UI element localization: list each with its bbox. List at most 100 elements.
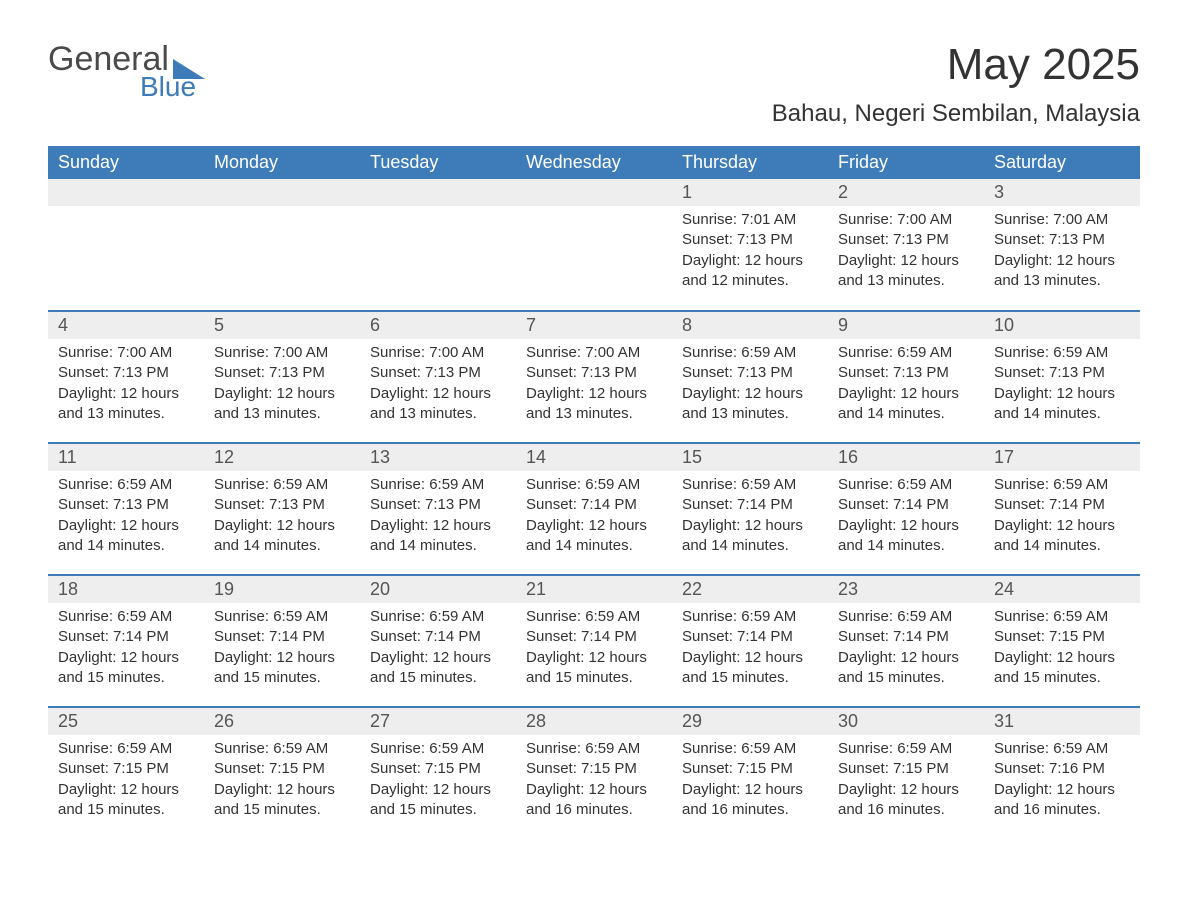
daylight-text: Daylight: 12 hours and 16 minutes. — [994, 780, 1130, 821]
sunrise-text: Sunrise: 6:59 AM — [838, 343, 974, 363]
calendar-cell: 17Sunrise: 6:59 AMSunset: 7:14 PMDayligh… — [984, 443, 1140, 575]
daylight-text: Daylight: 12 hours and 14 minutes. — [214, 516, 350, 557]
sunrise-text: Sunrise: 7:00 AM — [526, 343, 662, 363]
sunrise-text: Sunrise: 6:59 AM — [682, 343, 818, 363]
day-number: 31 — [984, 708, 1140, 735]
sunset-text: Sunset: 7:13 PM — [58, 363, 194, 383]
day-details: Sunrise: 6:59 AMSunset: 7:15 PMDaylight:… — [516, 735, 672, 828]
sunset-text: Sunset: 7:15 PM — [994, 627, 1130, 647]
calendar-cell: 15Sunrise: 6:59 AMSunset: 7:14 PMDayligh… — [672, 443, 828, 575]
sunset-text: Sunset: 7:13 PM — [994, 363, 1130, 383]
daylight-text: Daylight: 12 hours and 13 minutes. — [58, 384, 194, 425]
sunrise-text: Sunrise: 6:59 AM — [682, 475, 818, 495]
sunrise-text: Sunrise: 7:00 AM — [58, 343, 194, 363]
calendar-table: SundayMondayTuesdayWednesdayThursdayFrid… — [48, 146, 1140, 839]
day-details: Sunrise: 6:59 AMSunset: 7:14 PMDaylight:… — [672, 471, 828, 564]
sunrise-text: Sunrise: 6:59 AM — [58, 607, 194, 627]
day-details: Sunrise: 6:59 AMSunset: 7:14 PMDaylight:… — [360, 603, 516, 696]
day-number: 26 — [204, 708, 360, 735]
calendar-cell: 6Sunrise: 7:00 AMSunset: 7:13 PMDaylight… — [360, 311, 516, 443]
day-number — [360, 179, 516, 206]
day-number: 23 — [828, 576, 984, 603]
sunrise-text: Sunrise: 6:59 AM — [58, 475, 194, 495]
calendar-cell: 10Sunrise: 6:59 AMSunset: 7:13 PMDayligh… — [984, 311, 1140, 443]
sunrise-text: Sunrise: 7:00 AM — [994, 210, 1130, 230]
daylight-text: Daylight: 12 hours and 15 minutes. — [58, 648, 194, 689]
sunrise-text: Sunrise: 6:59 AM — [370, 475, 506, 495]
calendar-cell — [516, 179, 672, 311]
sunrise-text: Sunrise: 7:00 AM — [214, 343, 350, 363]
day-number: 5 — [204, 312, 360, 339]
weekday-header: Monday — [204, 146, 360, 179]
sunrise-text: Sunrise: 6:59 AM — [682, 739, 818, 759]
calendar-cell: 2Sunrise: 7:00 AMSunset: 7:13 PMDaylight… — [828, 179, 984, 311]
calendar-cell: 1Sunrise: 7:01 AMSunset: 7:13 PMDaylight… — [672, 179, 828, 311]
sunrise-text: Sunrise: 6:59 AM — [994, 475, 1130, 495]
day-number: 27 — [360, 708, 516, 735]
day-details: Sunrise: 6:59 AMSunset: 7:13 PMDaylight:… — [48, 471, 204, 564]
day-details: Sunrise: 6:59 AMSunset: 7:14 PMDaylight:… — [516, 603, 672, 696]
calendar-cell: 9 Sunrise: 6:59 AMSunset: 7:13 PMDaylight… — [828, 311, 984, 443]
day-details: Sunrise: 7:00 AMSunset: 7:13 PMDaylight:… — [828, 206, 984, 299]
day-number: 30 — [828, 708, 984, 735]
sunset-text: Sunset: 7:15 PM — [58, 759, 194, 779]
calendar-cell: 27Sunrise: 6:59 AMSunset: 7:15 PMDayligh… — [360, 707, 516, 839]
calendar-row: 18Sunrise: 6:59 AMSunset: 7:14 PMDayligh… — [48, 575, 1140, 707]
day-number: 8 — [672, 312, 828, 339]
calendar-cell: 13Sunrise: 6:59 AMSunset: 7:13 PMDayligh… — [360, 443, 516, 575]
day-details: Sunrise: 6:59 AMSunset: 7:13 PMDaylight:… — [360, 471, 516, 564]
daylight-text: Daylight: 12 hours and 12 minutes. — [682, 251, 818, 292]
logo: General Blue — [48, 40, 205, 103]
day-details: Sunrise: 6:59 AMSunset: 7:16 PMDaylight:… — [984, 735, 1140, 828]
sunset-text: Sunset: 7:13 PM — [58, 495, 194, 515]
sunset-text: Sunset: 7:14 PM — [838, 495, 974, 515]
day-number: 24 — [984, 576, 1140, 603]
day-details: Sunrise: 7:00 AMSunset: 7:13 PMDaylight:… — [48, 339, 204, 432]
day-number — [516, 179, 672, 206]
daylight-text: Daylight: 12 hours and 14 minutes. — [682, 516, 818, 557]
day-number: 18 — [48, 576, 204, 603]
sunset-text: Sunset: 7:14 PM — [526, 495, 662, 515]
day-details: Sunrise: 6:59 AMSunset: 7:15 PMDaylight:… — [204, 735, 360, 828]
daylight-text: Daylight: 12 hours and 13 minutes. — [682, 384, 818, 425]
day-number: 10 — [984, 312, 1140, 339]
calendar-cell: 29Sunrise: 6:59 AMSunset: 7:15 PMDayligh… — [672, 707, 828, 839]
calendar-cell: 18Sunrise: 6:59 AMSunset: 7:14 PMDayligh… — [48, 575, 204, 707]
daylight-text: Daylight: 12 hours and 14 minutes. — [838, 384, 974, 425]
day-number: 20 — [360, 576, 516, 603]
calendar-cell — [48, 179, 204, 311]
day-number: 6 — [360, 312, 516, 339]
calendar-cell: 12Sunrise: 6:59 AMSunset: 7:13 PMDayligh… — [204, 443, 360, 575]
sunrise-text: Sunrise: 6:59 AM — [58, 739, 194, 759]
day-details: Sunrise: 6:59 AMSunset: 7:14 PMDaylight:… — [828, 471, 984, 564]
day-details: Sunrise: 6:59 AMSunset: 7:13 PMDaylight:… — [672, 339, 828, 432]
sunset-text: Sunset: 7:13 PM — [526, 363, 662, 383]
day-number — [48, 179, 204, 206]
daylight-text: Daylight: 12 hours and 13 minutes. — [214, 384, 350, 425]
day-number — [204, 179, 360, 206]
day-details: Sunrise: 6:59 AMSunset: 7:14 PMDaylight:… — [516, 471, 672, 564]
sunset-text: Sunset: 7:13 PM — [838, 363, 974, 383]
calendar-cell: 8Sunrise: 6:59 AMSunset: 7:13 PMDaylight… — [672, 311, 828, 443]
sunrise-text: Sunrise: 6:59 AM — [994, 739, 1130, 759]
sunset-text: Sunset: 7:14 PM — [994, 495, 1130, 515]
sunrise-text: Sunrise: 6:59 AM — [370, 739, 506, 759]
calendar-cell: 30Sunrise: 6:59 AMSunset: 7:15 PMDayligh… — [828, 707, 984, 839]
sunrise-text: Sunrise: 6:59 AM — [838, 475, 974, 495]
day-details: Sunrise: 7:00 AMSunset: 7:13 PMDaylight:… — [516, 339, 672, 432]
sunset-text: Sunset: 7:14 PM — [682, 495, 818, 515]
sunrise-text: Sunrise: 6:59 AM — [370, 607, 506, 627]
sunset-text: Sunset: 7:15 PM — [682, 759, 818, 779]
day-details: Sunrise: 6:59 AMSunset: 7:14 PMDaylight:… — [672, 603, 828, 696]
day-number: 9 — [828, 312, 984, 339]
daylight-text: Daylight: 12 hours and 15 minutes. — [682, 648, 818, 689]
weekday-header: Sunday — [48, 146, 204, 179]
sunset-text: Sunset: 7:15 PM — [526, 759, 662, 779]
calendar-cell: 23Sunrise: 6:59 AMSunset: 7:14 PMDayligh… — [828, 575, 984, 707]
daylight-text: Daylight: 12 hours and 16 minutes. — [838, 780, 974, 821]
weekday-header-row: SundayMondayTuesdayWednesdayThursdayFrid… — [48, 146, 1140, 179]
sunset-text: Sunset: 7:14 PM — [838, 627, 974, 647]
calendar-cell: 26Sunrise: 6:59 AMSunset: 7:15 PMDayligh… — [204, 707, 360, 839]
sunset-text: Sunset: 7:13 PM — [682, 230, 818, 250]
day-number: 25 — [48, 708, 204, 735]
